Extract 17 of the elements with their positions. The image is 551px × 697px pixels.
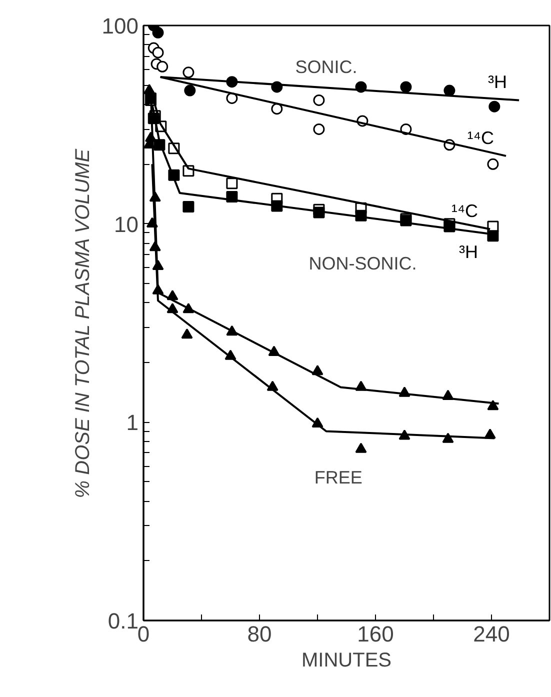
x-axis-title: MINUTES — [302, 650, 392, 672]
y-axis-title: % DOSE IN TOTAL PLASMA VOLUME — [72, 148, 94, 498]
annotation: SONIC. — [295, 57, 358, 78]
y-tick-label: 100 — [102, 14, 139, 38]
annotation: FREE — [314, 468, 362, 488]
x-tick-label: 80 — [247, 622, 272, 646]
y-tick-label: 1 — [126, 410, 139, 436]
series-label: ³H — [488, 72, 508, 92]
x-tick-label: 160 — [357, 622, 394, 646]
x-tick-label: 240 — [473, 622, 510, 646]
annotation: NON-SONIC. — [308, 254, 417, 274]
x-tick-label: 0 — [137, 622, 150, 646]
series-label: ³H — [459, 242, 478, 262]
series-label: ¹⁴C — [467, 128, 494, 148]
series-label: ¹⁴C — [451, 201, 478, 222]
y-tick-label: 0.1 — [108, 608, 139, 634]
y-tick-label: 10 — [114, 212, 139, 237]
